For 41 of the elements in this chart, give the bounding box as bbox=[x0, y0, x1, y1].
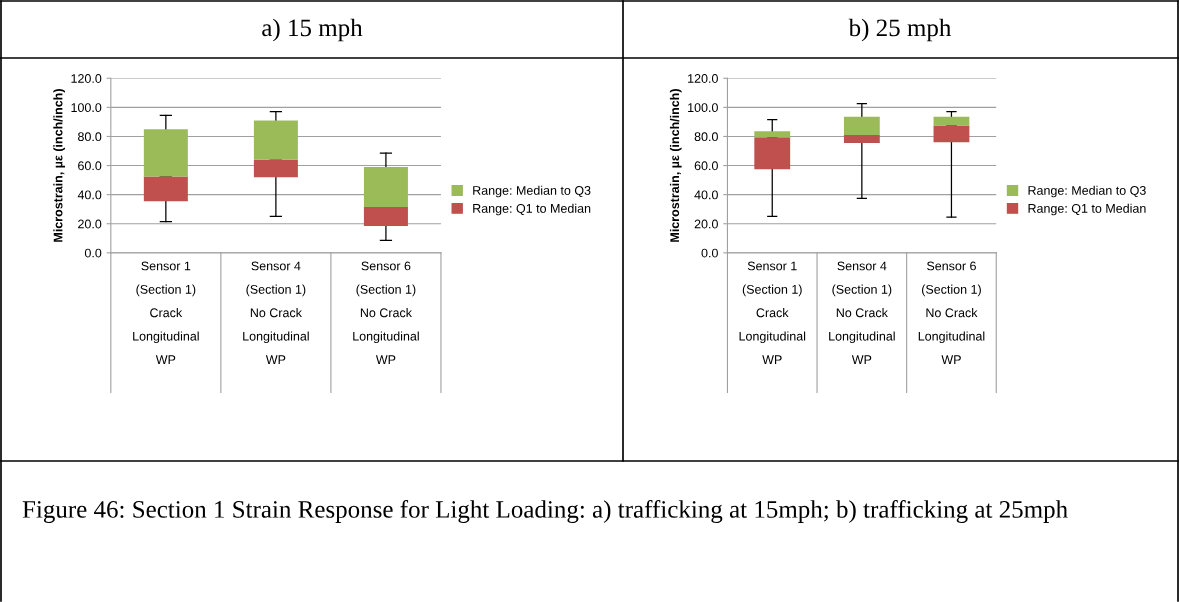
y-tick-label: 120.0 bbox=[688, 74, 718, 83]
y-tick-label: 120.0 bbox=[71, 74, 102, 83]
y-tick-label: 80.0 bbox=[78, 132, 102, 142]
bar bbox=[143, 176, 188, 202]
bar bbox=[843, 135, 880, 143]
x-tick-label: Sensor 6 (Section 1) No Crack Longitudinal WP bbox=[918, 261, 985, 364]
y-tick-label: 20.0 bbox=[78, 219, 102, 229]
x-tick-label: Sensor 1 (Section 1) Crack Longitudinal WP bbox=[133, 261, 199, 364]
y-tick-label: 80.0 bbox=[694, 132, 718, 142]
y-tick-label: 100.0 bbox=[71, 103, 102, 113]
bar bbox=[363, 207, 408, 226]
legend-label: Range: Median to Q3 bbox=[1028, 185, 1146, 198]
bar bbox=[843, 116, 880, 135]
y-tick-label: 40.0 bbox=[694, 190, 718, 200]
bar bbox=[253, 159, 298, 178]
legend-label: Range: Median to Q3 bbox=[473, 185, 591, 198]
bar bbox=[253, 120, 298, 160]
y-axis-title: Microstrain, µε (inch/inch) bbox=[669, 89, 682, 242]
bar bbox=[754, 137, 791, 170]
bar bbox=[143, 129, 188, 177]
y-tick-label: 60.0 bbox=[78, 161, 102, 171]
y-tick-label: 40.0 bbox=[77, 190, 102, 200]
bar bbox=[933, 116, 970, 126]
y-tick-label: 60.0 bbox=[694, 161, 718, 171]
chart-title: b) 25 mph bbox=[848, 18, 952, 42]
x-tick-label: Sensor 4 (Section 1) No Crack Longitudinal WP bbox=[829, 261, 895, 364]
y-tick-label: 100.0 bbox=[688, 103, 718, 113]
x-tick-label: Sensor 6 (Section 1) No Crack Longitudinal WP bbox=[353, 261, 419, 364]
y-tick-label: 0.0 bbox=[701, 248, 718, 258]
y-tick-label: 20.0 bbox=[694, 219, 718, 229]
x-tick-label: Sensor 4 (Section 1) No Crack Longitudinal WP bbox=[243, 261, 309, 364]
legend-label: Range: Q1 to Median bbox=[473, 203, 591, 216]
y-tick-label: 0.0 bbox=[84, 248, 102, 258]
bar bbox=[754, 131, 791, 138]
bar bbox=[933, 125, 970, 143]
caption: Figure 46: Section 1 Strain Response for Light Loading: a) trafficking at 15mph; b) trafficking at 25mph bbox=[22, 500, 1068, 523]
chart-title: a) 15 mph bbox=[262, 18, 363, 42]
bar bbox=[363, 167, 408, 208]
legend-label: Range: Q1 to Median bbox=[1028, 203, 1146, 216]
x-tick-label: Sensor 1 (Section 1) Crack Longitudinal WP bbox=[739, 261, 806, 364]
y-axis-title: Microstrain, µε (inch/inch) bbox=[53, 89, 65, 242]
